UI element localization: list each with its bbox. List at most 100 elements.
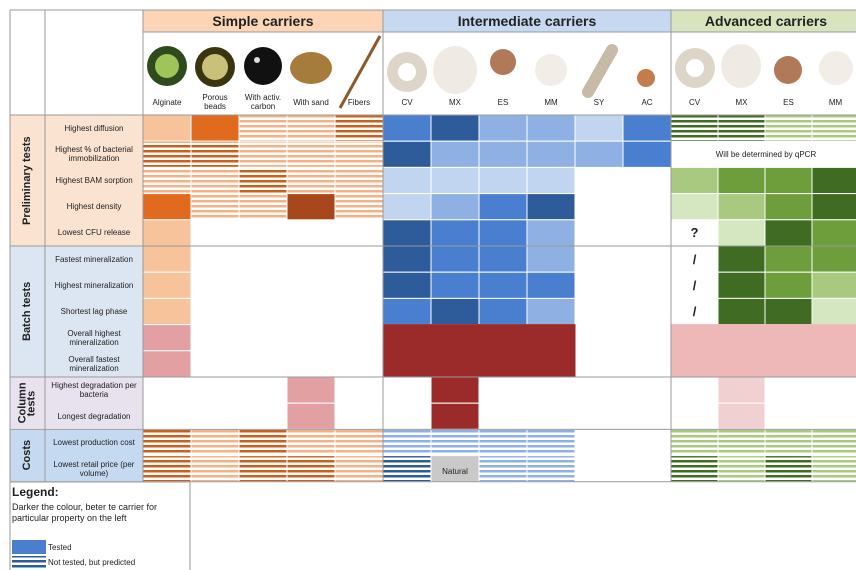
cell [622,140,672,168]
cell [811,324,856,352]
column-label: MX [735,97,748,107]
cell [622,114,672,142]
cell [142,114,192,142]
cell [526,140,576,168]
cell [430,324,480,352]
cell [764,114,813,142]
section-title: Column tests [16,382,38,424]
cell [142,193,192,221]
cell [526,193,576,221]
section-title: Preliminary tests [21,136,33,225]
cell [811,193,856,221]
cell [142,166,192,195]
cell [382,271,432,299]
cell [764,271,813,299]
cell [478,166,528,195]
cell [764,297,813,326]
legend-item: Not tested, but predicted [48,557,136,567]
section-band [9,114,46,247]
cell [334,114,384,142]
cell [190,428,240,457]
legend-swatch [12,540,46,554]
row-label: Highest BAM sorption [55,175,133,185]
legend-item: Tested [48,542,72,552]
legend-title: Legend: [12,484,59,499]
group-title: Intermediate carriers [457,12,597,29]
cell [142,245,192,273]
cell [286,455,336,483]
cell [334,193,384,221]
cell [764,455,813,483]
group-title: Advanced carriers [704,12,828,29]
carrier-images [147,35,853,109]
cell [430,455,480,483]
group-header [143,10,383,32]
cell [142,297,192,326]
cell [478,193,528,221]
row-label: Lowest CFU release [57,228,131,238]
cell [717,271,766,299]
cell [717,455,766,483]
cell [430,428,480,457]
column-label: Porous beads [202,93,228,111]
cell [142,455,192,483]
row-label: Shortest lag phase [60,306,128,316]
cell [717,245,766,273]
cell [764,350,813,378]
cell [811,219,856,247]
cell [670,350,719,378]
cell [811,350,856,378]
cell [286,193,336,221]
row-label: Highest diffusion [64,123,124,133]
cell [526,455,576,483]
row-label: Highest mineralization [54,280,134,290]
note: / [692,277,697,293]
group-title: Simple carriers [212,12,314,29]
column-label: MM [544,97,558,107]
cell [717,193,766,221]
cell [478,297,528,326]
cell [764,193,813,221]
cell [334,455,384,483]
note: ? [690,225,699,241]
cell [142,271,192,299]
cell [811,271,856,299]
cell [382,140,432,168]
column-label: CV [688,97,701,107]
cell [430,166,480,195]
cell [717,376,766,404]
group-header [671,10,856,32]
cell [190,455,240,483]
cell [717,297,766,326]
cell [526,297,576,326]
column-label: CV [401,97,413,107]
cell [334,166,384,195]
cell [574,140,624,168]
cell [717,114,766,142]
note: Natural [442,467,468,477]
cell [430,140,480,168]
cell [717,428,766,457]
cell [526,114,576,142]
cell [574,114,624,142]
cell [717,324,766,352]
column-label: With activ. carbon [244,93,282,111]
cell [478,428,528,457]
section-title: Batch tests [21,281,33,342]
cell [382,245,432,273]
cell [764,166,813,195]
cell [238,428,288,457]
note: Will be determined by qPCR [715,149,817,159]
cell [238,114,288,142]
cell [430,193,480,221]
cell [764,428,813,457]
column-label: AC [641,97,653,107]
legend-swatch [12,556,46,568]
row-label: Overall highest mineralization [67,328,121,347]
cell [478,455,528,483]
legend-description: Darker the colour, beter te carrier for … [12,502,158,523]
cell [764,324,813,352]
cell [430,297,480,326]
cell [430,350,480,378]
